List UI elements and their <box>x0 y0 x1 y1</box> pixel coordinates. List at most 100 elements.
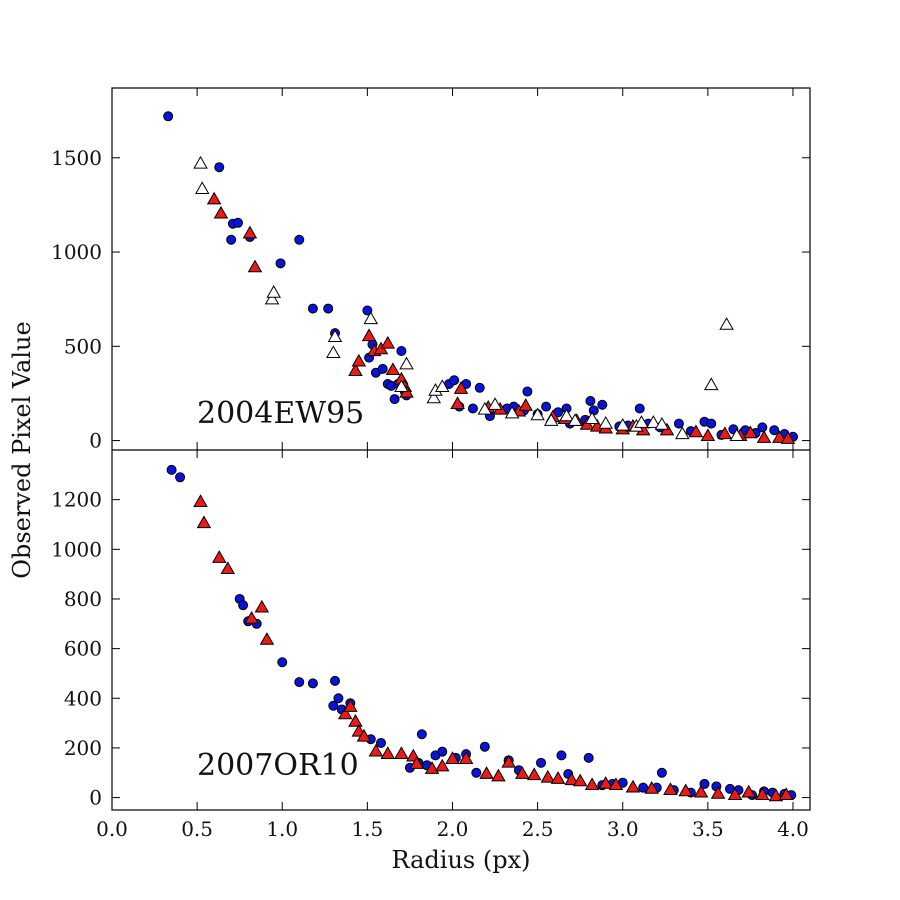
point-1-1-32 <box>608 777 624 791</box>
point-1-1-20 <box>458 751 474 764</box>
point-1-1-26 <box>540 769 556 783</box>
point-0-0-7 <box>294 234 305 245</box>
point-1-1-17 <box>424 761 440 774</box>
point-0-1-30 <box>688 424 704 438</box>
point-1-1-13 <box>380 746 396 759</box>
series-0-white-triangles <box>193 155 745 442</box>
point-0-2-25 <box>654 416 670 430</box>
point-0-2-11 <box>435 379 450 392</box>
point-0-2-1 <box>194 181 210 195</box>
point-1-1-33 <box>625 779 641 793</box>
point-1-0-7 <box>294 677 305 688</box>
point-1-0-18 <box>416 729 427 740</box>
panel-2004ew95: 0 500 1000 1500 2004EW95 <box>51 88 810 453</box>
y-axis-label: Observed Pixel Value <box>8 321 36 578</box>
point-1-1-6 <box>259 632 275 645</box>
point-0-0-57 <box>769 425 780 436</box>
point-0-1-19 <box>518 398 533 411</box>
point-1-1-21 <box>479 766 494 779</box>
point-1-1-34 <box>644 781 659 794</box>
point-0-2-13 <box>487 397 503 410</box>
point-0-0-56 <box>757 422 768 433</box>
point-1-1-14 <box>394 746 409 759</box>
x-tick-label-3: 1.5 <box>351 817 383 841</box>
point-1-1-2 <box>211 550 227 563</box>
point-1-1-43 <box>778 787 794 800</box>
point-1-1-24 <box>515 766 530 779</box>
point-0-1-1 <box>213 205 229 219</box>
point-0-0-0 <box>163 111 174 122</box>
point-0-1-37 <box>780 431 796 444</box>
panel-2007or10: 0 200 400 600 800 1000 1200 2007OR10 <box>51 450 810 810</box>
point-1-0-6 <box>277 657 288 668</box>
y-tick-label-1-5: 1000 <box>51 537 102 561</box>
x-tick-label-5: 2.5 <box>522 817 554 841</box>
point-0-0-9 <box>323 303 334 314</box>
point-1-0-31 <box>583 752 594 763</box>
point-1-1-7 <box>337 706 353 720</box>
y-tick-label-1-3: 600 <box>64 637 102 661</box>
point-0-0-45 <box>634 403 645 414</box>
point-0-2-7 <box>394 379 409 392</box>
x-tick-label-7: 3.5 <box>692 817 724 841</box>
point-0-0-48 <box>673 418 684 429</box>
point-0-0-15 <box>377 363 388 374</box>
point-1-1-1 <box>196 515 212 529</box>
panel-title-1: 2007OR10 <box>197 748 359 783</box>
point-0-2-3 <box>266 285 281 298</box>
point-1-0-28 <box>536 757 547 768</box>
point-0-2-8 <box>399 356 414 370</box>
point-0-2-6 <box>363 311 379 325</box>
point-0-0-4 <box>232 217 243 228</box>
point-1-1-5 <box>254 599 270 613</box>
point-0-1-32 <box>717 426 733 440</box>
point-1-1-8 <box>343 699 358 712</box>
point-1-1-18 <box>435 758 450 772</box>
point-1-1-29 <box>572 773 588 787</box>
point-1-0-15 <box>375 737 386 748</box>
point-0-2-18 <box>567 413 583 426</box>
point-0-2-27 <box>703 377 719 391</box>
y-tick-label-1-4: 800 <box>64 587 102 611</box>
point-1-0-11 <box>333 693 344 704</box>
point-0-0-41 <box>588 405 599 416</box>
point-1-1-41 <box>755 787 770 800</box>
point-0-2-23 <box>634 415 649 428</box>
point-0-1-31 <box>700 428 716 442</box>
point-1-1-27 <box>550 771 566 784</box>
y-tick-label-0-0: 0 <box>89 429 102 453</box>
point-1-1-16 <box>409 756 424 769</box>
x-tick-label-8: 4.0 <box>777 817 809 841</box>
x-tick-label-1: 0.5 <box>181 817 213 841</box>
point-0-1-14 <box>450 396 465 409</box>
point-0-2-14 <box>504 405 520 419</box>
point-0-2-0 <box>193 155 208 169</box>
point-0-1-3 <box>247 259 263 273</box>
point-1-0-3 <box>238 600 249 611</box>
point-0-0-6 <box>275 258 286 269</box>
point-1-1-42 <box>768 788 784 802</box>
point-0-1-36 <box>772 430 787 443</box>
point-1-1-0 <box>193 494 208 507</box>
point-0-1-4 <box>348 363 363 376</box>
point-1-0-25 <box>479 741 490 752</box>
point-0-2-12 <box>477 401 493 415</box>
point-0-0-51 <box>706 418 717 429</box>
point-0-2-9 <box>426 390 442 404</box>
point-0-2-19 <box>584 411 600 425</box>
point-1-1-23 <box>501 754 516 768</box>
point-0-0-27 <box>467 403 478 414</box>
point-1-1-31 <box>598 776 613 789</box>
point-0-0-20 <box>396 346 407 357</box>
point-1-0-37 <box>656 767 667 778</box>
point-0-1-6 <box>361 328 377 342</box>
point-0-2-2 <box>264 291 280 305</box>
point-0-2-24 <box>646 415 661 428</box>
point-0-2-26 <box>675 426 690 440</box>
point-1-1-3 <box>220 561 236 575</box>
point-0-1-35 <box>756 430 772 443</box>
point-1-1-39 <box>727 787 743 800</box>
point-1-0-0 <box>166 464 177 475</box>
